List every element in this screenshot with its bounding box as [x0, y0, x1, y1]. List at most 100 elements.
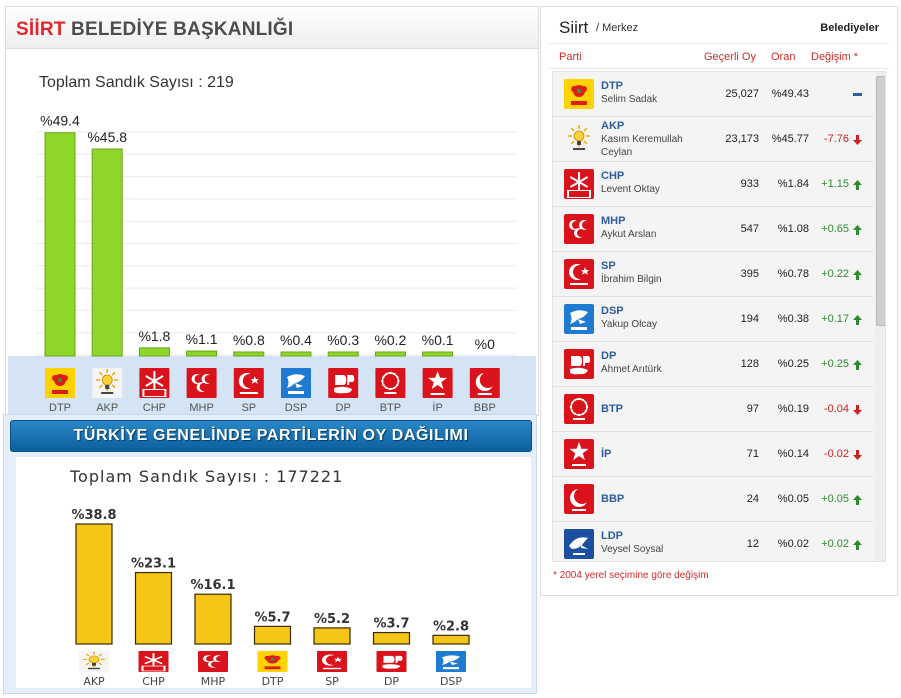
results-valid-votes: 25,027 [725, 88, 759, 100]
results-row-sp[interactable]: SP İbrahim Bilgin 395 %0.78 +0.22 [553, 252, 873, 297]
turkey-bar-value-label: %3.7 [373, 617, 409, 632]
arrow-up-icon [853, 180, 862, 190]
col-change: Değişim * [811, 51, 859, 63]
ip-star-logo-icon [564, 439, 594, 469]
siirt-category-label: AKP [96, 402, 118, 414]
dtp-rose-logo-icon [257, 651, 288, 672]
results-candidate-name: Levent Oktay [601, 184, 660, 195]
ldp-dolphin-logo-svg [564, 529, 594, 559]
results-row-dp[interactable]: DP Ahmet Arıtürk 128 %0.25 +0.25 [553, 342, 873, 387]
btp-stars-logo-icon [375, 368, 406, 398]
results-election-type: Belediyeler [820, 22, 879, 34]
turkey-category-label: DP [384, 675, 399, 688]
results-change: +0.17 [821, 313, 849, 325]
results-party-name[interactable]: DTP [601, 80, 623, 92]
turkey-ballot-box-total: Toplam Sandık Sayısı : 177221 [70, 467, 344, 486]
siirt-category-label: DTP [49, 402, 71, 414]
chp-six-arrows-logo-icon [139, 368, 170, 398]
results-header: Siirt / Merkez Belediyeler [541, 7, 897, 43]
mhp-crescents-logo-icon [564, 214, 594, 244]
results-change: -7.76 [823, 133, 849, 145]
ip-star-logo-svg [564, 439, 594, 469]
turkey-bar-chp [134, 571, 173, 645]
results-party-name[interactable]: İP [601, 448, 612, 460]
results-candidate-name: Kasım Keremullah Ceylan [601, 134, 683, 158]
dsp-dove-logo-icon [564, 304, 594, 334]
results-candidate-name: İbrahim Bilgin [601, 274, 662, 285]
turkey-bar-value-label: %5.7 [254, 610, 290, 625]
dsp-dove-logo-svg [564, 304, 594, 334]
turkey-results-chart-panel: TÜRKİYE GENELİNDE PARTİLERİN OY DAĞILIMI… [3, 414, 537, 694]
results-party-name[interactable]: CHP [601, 170, 625, 182]
siirt-bar-value-label: %1.1 [186, 331, 218, 347]
ip-star-logo-icon [422, 368, 453, 398]
results-scrollbar-thumb[interactable] [876, 76, 885, 326]
siirt-results-chart-panel: SİİRT BELEDİYE BAŞKANLIĞI Toplam Sandık … [5, 6, 539, 416]
sp-crescent-star-logo-icon [317, 651, 347, 672]
siirt-bar-value-label: %0 [475, 336, 495, 352]
results-ratio: %1.08 [777, 223, 809, 235]
turkey-category-label: DTP [262, 675, 284, 688]
turkey-bar-mhp [194, 593, 232, 645]
results-change: -0.02 [823, 448, 849, 460]
results-list[interactable]: DTP Selim Sadak 25,027 %49.43 AKP Kasım Kerem… [552, 71, 886, 562]
results-party-name[interactable]: LDP [601, 530, 623, 542]
results-row-bbp[interactable]: BBP 24 %0.05 +0.05 [553, 477, 873, 522]
results-ratio: %0.38 [777, 313, 809, 325]
results-row-i̇p[interactable]: İP 71 %0.14 -0.02 [553, 432, 873, 477]
siirt-ballot-box-total: Toplam Sandık Sayısı : 219 [39, 74, 234, 91]
results-party-name[interactable]: MHP [601, 215, 626, 227]
results-ratio: %0.78 [777, 268, 809, 280]
turkey-bar-dsp [432, 634, 470, 645]
results-column-headers: Parti Geçerli Oy Oran Değişim * [549, 43, 889, 69]
siirt-bar-chp [138, 347, 170, 357]
akp-bulb-logo-icon [92, 368, 123, 398]
results-valid-votes: 395 [740, 268, 759, 280]
siirt-bar-value-label: %45.8 [87, 129, 127, 145]
dp-horse-logo-icon [376, 651, 407, 672]
dp-horse-logo-icon [564, 349, 594, 379]
results-ratio: %1.84 [777, 178, 809, 190]
results-valid-votes: 933 [740, 178, 759, 190]
chp-six-arrows-logo-svg [564, 169, 594, 199]
results-party-name[interactable]: AKP [601, 120, 625, 132]
btp-stars-logo-icon [564, 394, 594, 424]
results-row-chp[interactable]: CHP Levent Oktay 933 %1.84 +1.15 [553, 162, 873, 207]
results-change: +0.22 [821, 268, 849, 280]
results-row-btp[interactable]: BTP 97 %0.19 -0.04 [553, 387, 873, 432]
results-row-ldp[interactable]: LDP Veysel Soysal 12 %0.02 +0.02 [553, 522, 873, 561]
arrow-down-icon [853, 405, 862, 415]
siirt-bar-akp [91, 148, 123, 357]
results-party-name[interactable]: BTP [601, 403, 623, 415]
results-candidate-name: Ahmet Arıtürk [601, 364, 662, 375]
results-scrollbar[interactable] [875, 72, 885, 561]
arrow-up-icon [853, 270, 862, 280]
results-change: -0.04 [823, 403, 849, 415]
arrow-up-icon [853, 315, 862, 325]
siirt-bar-value-label: %0.8 [233, 332, 265, 348]
siirt-bar-dp [327, 351, 359, 357]
results-party-name[interactable]: BBP [601, 493, 625, 505]
results-row-mhp[interactable]: MHP Aykut Arslan 547 %1.08 +0.65 [553, 207, 873, 252]
results-party-name[interactable]: SP [601, 260, 616, 272]
bbp-crescent-logo-icon [564, 484, 594, 514]
results-change: +1.15 [821, 178, 849, 190]
siirt-title-office: BELEDİYE BAŞKANLIĞI [71, 19, 294, 40]
arrow-up-icon [853, 495, 862, 505]
results-party-name[interactable]: DSP [601, 305, 624, 317]
akp-bulb-logo-icon [79, 651, 109, 672]
turkey-bar-dp [372, 631, 411, 645]
results-row-dsp[interactable]: DSP Yakup Olcay 194 %0.38 +0.17 [553, 297, 873, 342]
results-table-panel: Siirt / Merkez Belediyeler Parti Geçerli… [540, 6, 898, 596]
results-row-dtp[interactable]: DTP Selim Sadak 25,027 %49.43 [553, 72, 873, 117]
results-city: Siirt [559, 18, 589, 37]
results-change: +0.05 [821, 493, 849, 505]
arrow-down-icon [853, 450, 862, 460]
siirt-bar-btp [374, 351, 406, 357]
results-party-name[interactable]: DP [601, 350, 617, 362]
turkey-panel-header: TÜRKİYE GENELİNDE PARTİLERİN OY DAĞILIMI [10, 420, 532, 452]
results-row-akp[interactable]: AKP Kasım Keremullah Ceylan 23,173 %45.77 -7… [553, 117, 873, 162]
chp-six-arrows-logo-icon [138, 651, 169, 672]
sp-crescent-star-logo-icon [233, 368, 264, 398]
siirt-bar-value-label: %0.4 [280, 332, 312, 348]
